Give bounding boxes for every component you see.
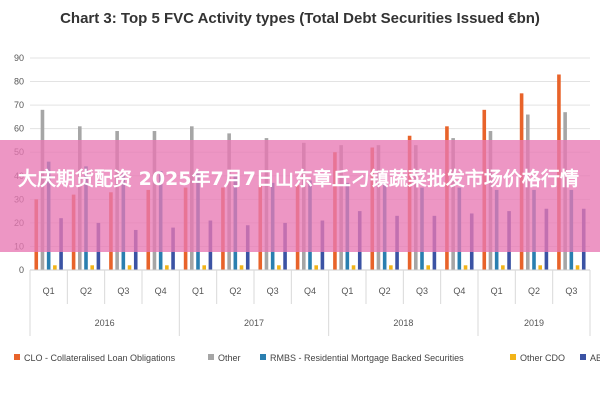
y-tick-label: 0 (19, 265, 24, 275)
x-tick-label: Q1 (491, 286, 503, 296)
bar (202, 265, 206, 270)
x-tick-label: Q1 (43, 286, 55, 296)
legend-swatch (260, 354, 266, 360)
y-tick-label: 90 (14, 53, 24, 63)
bar (314, 265, 318, 270)
bar (127, 265, 132, 270)
x-tick-label: Q4 (304, 286, 316, 296)
x-tick-label: Q3 (267, 286, 279, 296)
y-tick-label: 80 (14, 77, 24, 87)
x-tick-label: Q3 (117, 286, 129, 296)
bar (351, 265, 356, 270)
bar (53, 265, 57, 270)
legend-label: Other (218, 353, 241, 363)
x-tick-label: Q2 (229, 286, 241, 296)
legend-swatch (208, 354, 214, 360)
x-tick-label: Q4 (453, 286, 465, 296)
x-tick-label: Q4 (155, 286, 167, 296)
y-tick-label: 60 (14, 124, 24, 134)
legend-swatch (580, 354, 586, 360)
bar (277, 265, 281, 270)
overlay-banner-text: 大庆期货配资 2025年7月7日山东章丘刁镇蔬菜批发市场价格行情 (18, 168, 579, 190)
bar (239, 265, 244, 270)
x-group-label: 2016 (95, 318, 115, 328)
bar (575, 265, 580, 270)
bar (90, 265, 94, 270)
legend-label: Other CDO (520, 353, 565, 363)
bar (389, 265, 393, 270)
x-tick-label: Q2 (528, 286, 540, 296)
x-group-label: 2017 (244, 318, 264, 328)
legend-swatch (14, 354, 20, 360)
bar (463, 265, 468, 270)
x-tick-label: Q3 (565, 286, 577, 296)
x-group-label: 2019 (524, 318, 544, 328)
legend-label: CLO - Collateralised Loan Obligations (24, 353, 176, 363)
x-tick-label: Q2 (80, 286, 92, 296)
bar (538, 265, 542, 270)
legend-label: RMBS - Residential Mortgage Backed Secur… (270, 353, 464, 363)
x-group-label: 2018 (393, 318, 413, 328)
bar (501, 265, 505, 270)
legend-swatch (510, 354, 516, 360)
x-tick-label: Q1 (192, 286, 204, 296)
bar (165, 265, 169, 270)
x-tick-label: Q2 (379, 286, 391, 296)
legend-label: ABCP (590, 353, 600, 363)
x-tick-label: Q3 (416, 286, 428, 296)
bar (426, 265, 430, 270)
x-tick-label: Q1 (341, 286, 353, 296)
y-tick-label: 70 (14, 100, 24, 110)
chart-title: Chart 3: Top 5 FVC Activity types (Total… (60, 10, 540, 27)
overlay-banner (0, 140, 600, 252)
